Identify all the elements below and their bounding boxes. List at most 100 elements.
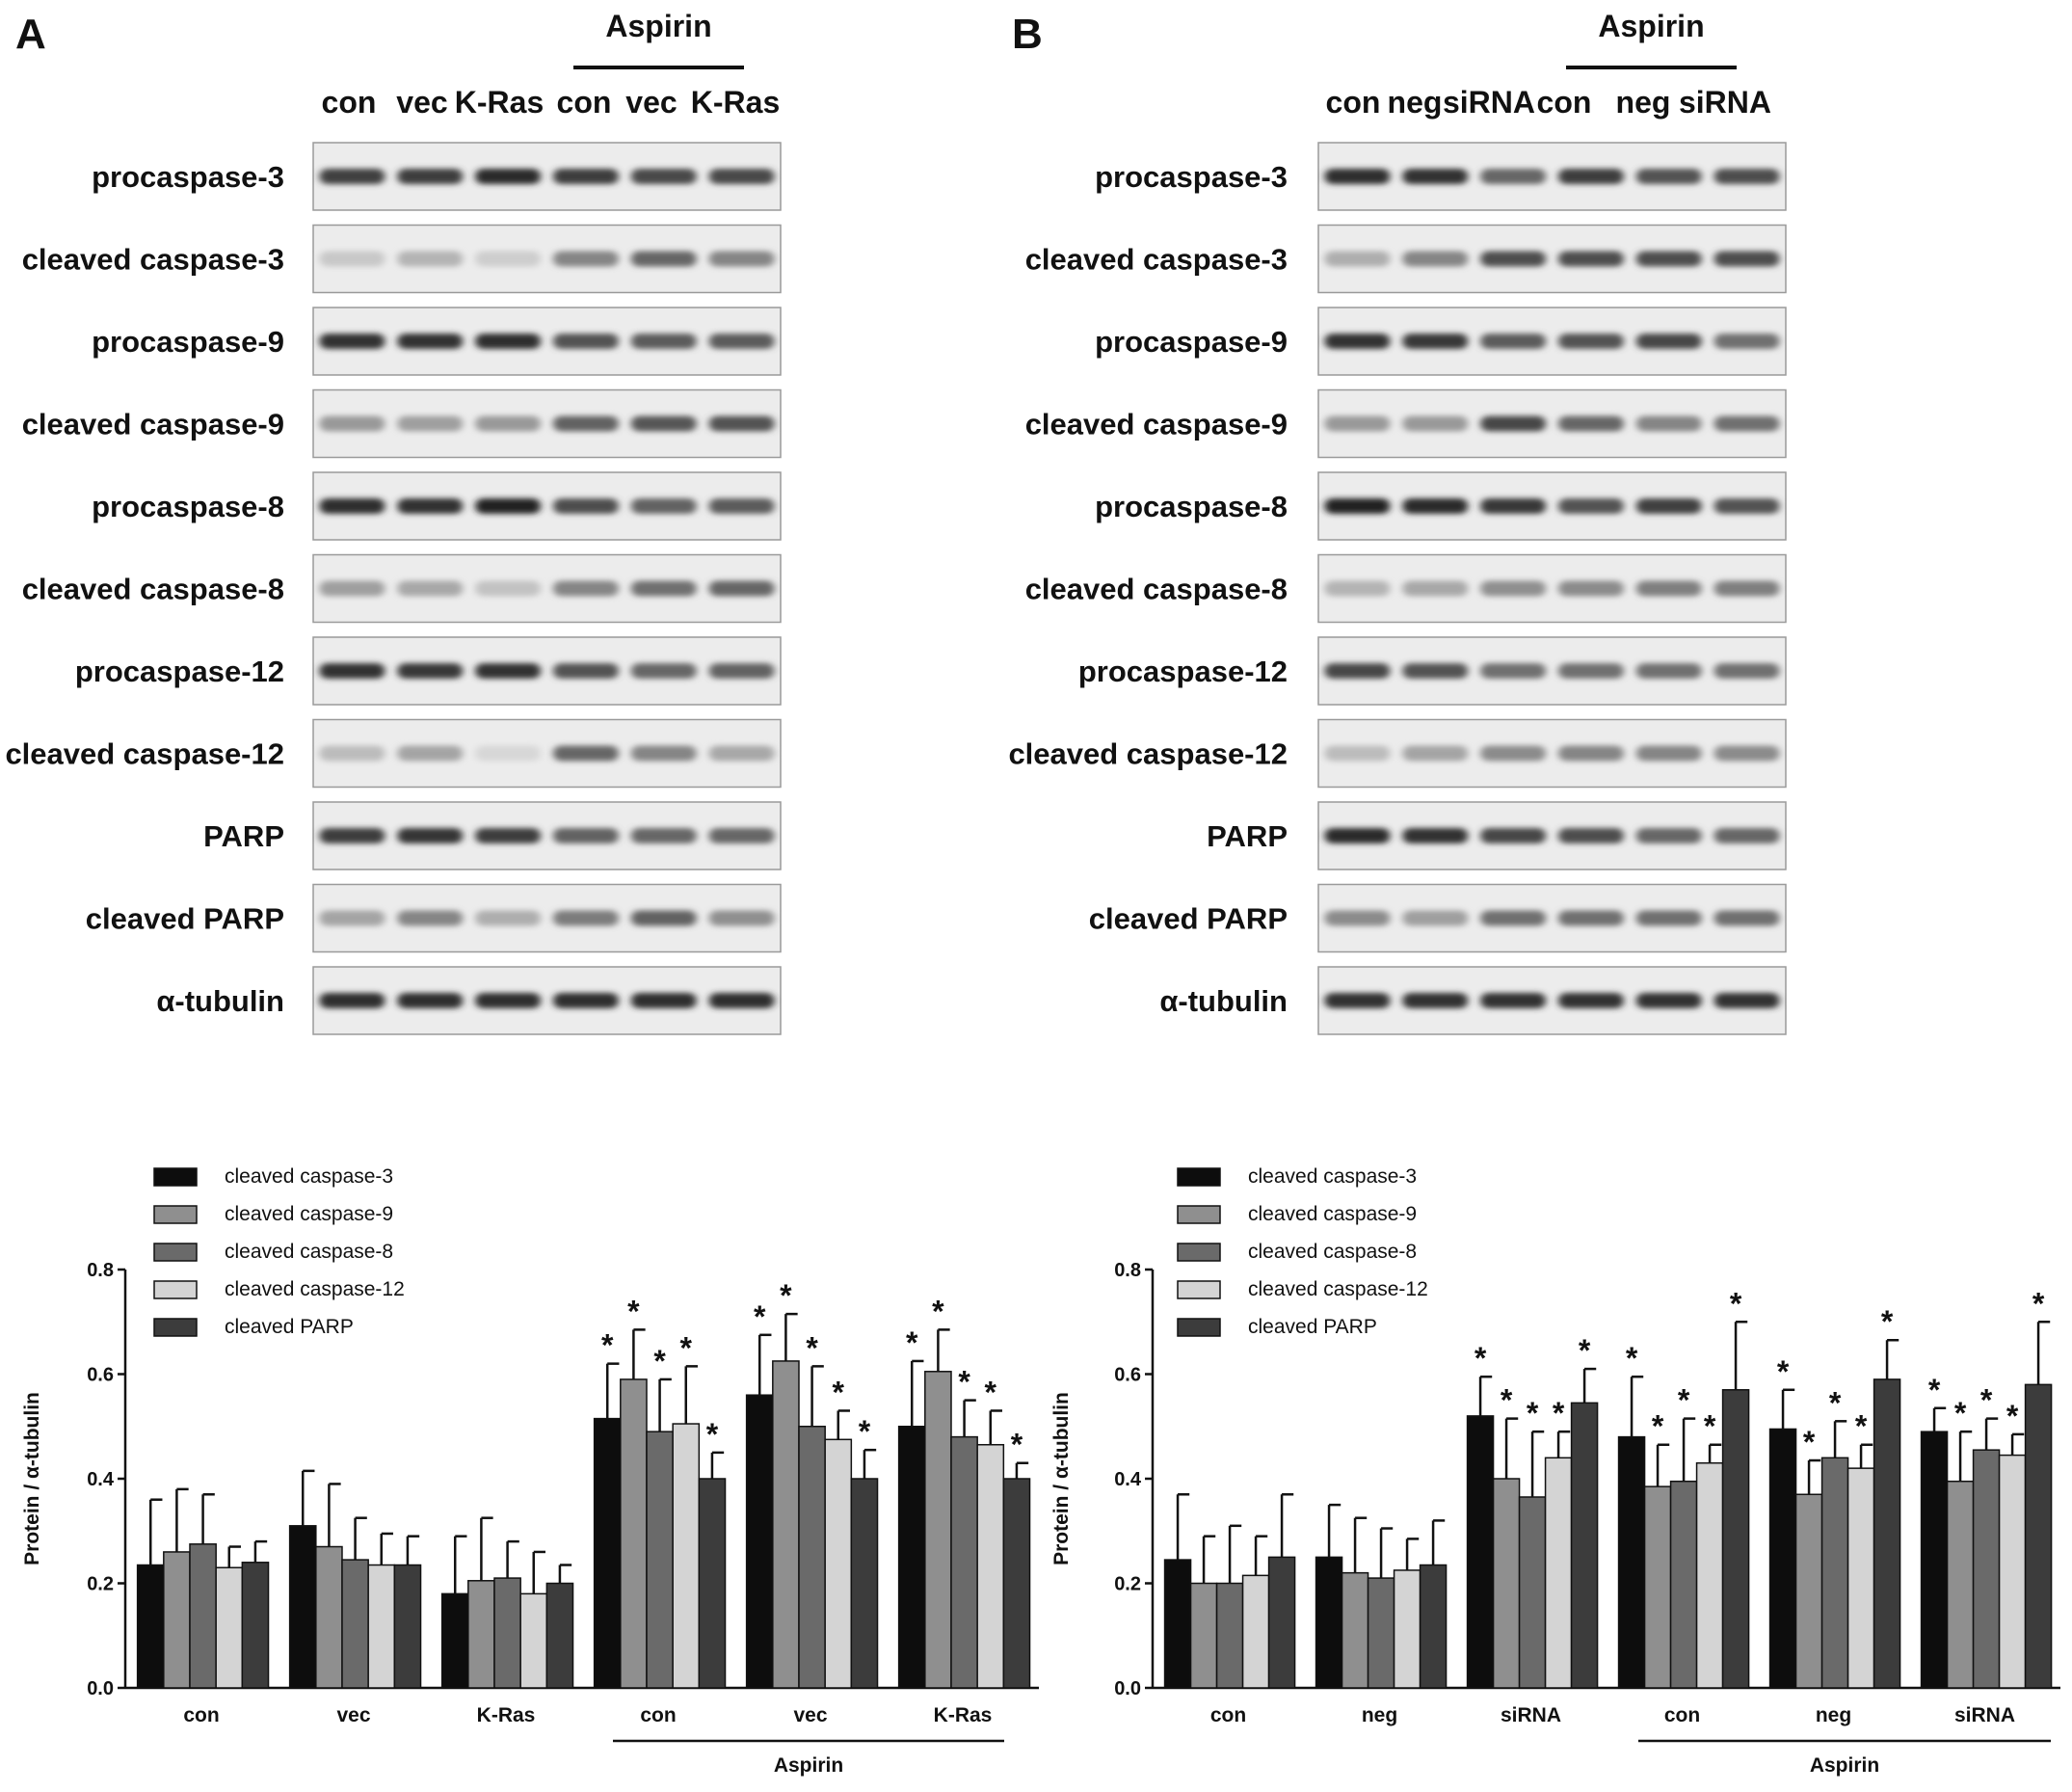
blot-band	[1402, 334, 1469, 349]
bar	[798, 1426, 826, 1689]
bar	[467, 1580, 495, 1689]
blot-band	[708, 663, 775, 679]
bar	[1544, 1457, 1573, 1689]
blot-band	[1713, 745, 1780, 762]
blot-band	[397, 745, 464, 762]
blot-strip	[1317, 142, 1787, 211]
blot-band	[475, 663, 542, 679]
bar	[1998, 1454, 2027, 1689]
y-tick-label: 0.2	[87, 1574, 114, 1595]
bar	[672, 1423, 701, 1689]
blot-band	[708, 251, 775, 267]
blot-row-label: cleaved caspase-3	[1025, 243, 1288, 277]
blot-band	[552, 251, 619, 267]
y-axis-label: Protein / α-tubulin	[21, 1392, 43, 1565]
blot-band	[1402, 169, 1469, 184]
blot-band	[630, 828, 697, 843]
blot-band	[1557, 169, 1624, 184]
blot-band	[1324, 910, 1391, 926]
blot-band	[708, 498, 775, 514]
significance-star: *	[1803, 1425, 1816, 1459]
significance-star: *	[859, 1414, 871, 1449]
blot-strip	[312, 636, 782, 706]
legend-swatch	[1177, 1205, 1221, 1224]
bar	[646, 1431, 674, 1689]
y-tick-label: 0.2	[1114, 1574, 1141, 1595]
bar	[1643, 1485, 1672, 1689]
x-tick-label: con	[1210, 1704, 1246, 1726]
blot-band	[1557, 580, 1624, 597]
treatment-label: Aspirin	[605, 9, 711, 43]
y-tick-label: 0.6	[1114, 1365, 1141, 1386]
blot-band	[1713, 580, 1780, 597]
blot-band	[552, 910, 619, 926]
significance-star: *	[1527, 1396, 1539, 1431]
blot-strip	[1317, 966, 1787, 1035]
bar	[519, 1592, 548, 1689]
blot-row-label: cleaved PARP	[1089, 902, 1288, 936]
blot-band	[1402, 993, 1469, 1008]
significance-star: *	[1704, 1409, 1716, 1444]
legend-label: cleaved caspase-12	[1248, 1278, 1428, 1300]
blot-strip	[1317, 224, 1787, 294]
significance-star: *	[1579, 1333, 1591, 1368]
group-label: Aspirin	[1810, 1754, 1879, 1777]
bar	[1315, 1556, 1343, 1689]
blot-band	[319, 828, 385, 843]
group-label: Aspirin	[774, 1754, 843, 1777]
blot-band	[1324, 169, 1391, 184]
blot-row-label: procaspase-3	[1095, 160, 1288, 194]
significance-star: *	[1928, 1373, 1941, 1407]
lane-label: con	[1326, 85, 1381, 120]
bar	[1163, 1559, 1192, 1689]
blot-band	[319, 993, 385, 1008]
blot-band	[319, 251, 385, 267]
blot-row-label: cleaved caspase-8	[1025, 573, 1288, 606]
y-tick-label: 0.4	[87, 1469, 115, 1490]
blot-band	[475, 910, 542, 926]
bar	[545, 1582, 574, 1689]
blot-band	[1324, 334, 1391, 349]
legend-swatch	[153, 1318, 198, 1337]
bar	[215, 1566, 244, 1689]
significance-star: *	[932, 1294, 944, 1328]
blot-band	[630, 993, 697, 1008]
bar	[950, 1435, 978, 1689]
blot-row-label: procaspase-9	[1095, 325, 1288, 359]
significance-star: *	[780, 1278, 792, 1313]
significance-star: *	[1730, 1286, 1742, 1321]
blot-row-label: cleaved caspase-9	[22, 408, 284, 441]
blot-band	[552, 580, 619, 597]
y-tick-label: 0.6	[87, 1365, 114, 1386]
blot-strip	[312, 718, 782, 789]
bar	[1341, 1571, 1369, 1689]
blot-row-label: procaspase-12	[1078, 655, 1288, 688]
bar	[1820, 1457, 1849, 1689]
blot-strip	[1317, 801, 1787, 870]
bar	[1466, 1415, 1495, 1689]
blot-band	[1480, 993, 1547, 1008]
blot-band	[1635, 415, 1702, 432]
bar	[924, 1371, 952, 1689]
blot-band	[552, 745, 619, 762]
blot-row-label: cleaved caspase-8	[22, 573, 284, 606]
bar	[1972, 1449, 2001, 1689]
blot-strip	[1317, 388, 1787, 459]
blot-band	[630, 251, 697, 267]
blot-band	[552, 828, 619, 843]
blot-band	[1480, 334, 1547, 349]
blot-strip	[312, 471, 782, 541]
blot-band	[1635, 580, 1702, 597]
legend-label: cleaved caspase-9	[225, 1203, 393, 1225]
blot-band	[708, 415, 775, 432]
significance-star: *	[1474, 1341, 1487, 1376]
bar	[189, 1543, 217, 1689]
bar	[1393, 1569, 1421, 1689]
bar	[1492, 1478, 1521, 1689]
bar	[315, 1545, 343, 1689]
significance-star: *	[1881, 1304, 1894, 1339]
blot-band	[708, 993, 775, 1008]
blot-band	[1480, 169, 1547, 184]
